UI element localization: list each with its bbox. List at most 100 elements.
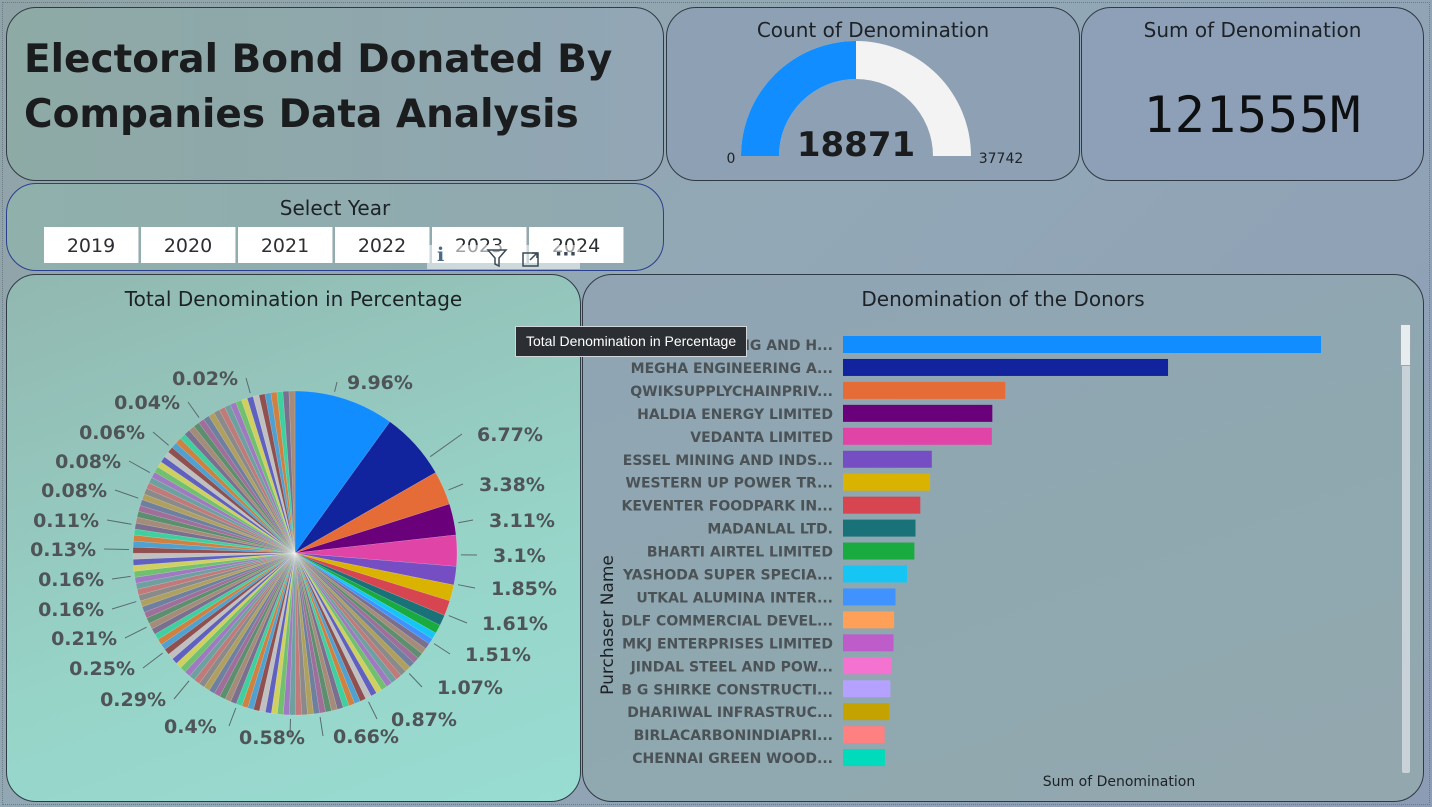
pie-slice-minor-86[interactable]: [136, 510, 296, 554]
pie-slice-minor-21[interactable]: [294, 552, 392, 687]
pie-slice-4[interactable]: [294, 534, 458, 567]
pie-slice-minor-50[interactable]: [219, 552, 296, 700]
bar-1[interactable]: [843, 358, 1169, 376]
pie-slice-minor-63[interactable]: [160, 552, 296, 650]
pie-slice-minor-13[interactable]: [294, 552, 427, 654]
pie-slice-minor-103[interactable]: [188, 426, 296, 554]
pie-slice-minor-109[interactable]: [218, 406, 296, 554]
pie-slice-minor-39[interactable]: [283, 552, 296, 716]
pie-slice-minor-88[interactable]: [139, 499, 296, 554]
info-icon[interactable]: i: [437, 244, 445, 266]
pie-slice-10[interactable]: [294, 552, 437, 640]
bar-chart-scroll-thumb[interactable]: [1400, 324, 1411, 366]
pie-slice-minor-58[interactable]: [180, 552, 296, 673]
more-options-icon[interactable]: ···: [555, 243, 577, 265]
pie-slice-minor-17[interactable]: [294, 552, 411, 672]
bar-15[interactable]: [843, 680, 891, 698]
pie-slice-minor-117[interactable]: [264, 392, 296, 554]
pie-slice-minor-40[interactable]: [276, 552, 296, 715]
pie-slice-minor-69[interactable]: [143, 552, 296, 619]
pie-slice-minor-78[interactable]: [132, 552, 296, 566]
pie-slice-minor-62[interactable]: [164, 552, 296, 655]
bar-16[interactable]: [843, 703, 890, 721]
bar-14[interactable]: [843, 657, 892, 675]
bar-5[interactable]: [843, 450, 932, 468]
bar-8[interactable]: [843, 519, 916, 537]
pie-slice-minor-85[interactable]: [135, 516, 296, 554]
pie-slice-minor-71[interactable]: [139, 552, 296, 608]
pie-slice-minor-93[interactable]: [151, 471, 296, 554]
pie-slice-minor-41[interactable]: [270, 552, 296, 715]
pie-slice-minor-118[interactable]: [270, 391, 296, 554]
pie-slice-minor-55[interactable]: [193, 552, 296, 684]
pie-slice-minor-25[interactable]: [294, 552, 372, 700]
pie-slice-minor-107[interactable]: [208, 412, 296, 554]
pie-slice-minor-99[interactable]: [171, 442, 296, 554]
pie-slice-minor-53[interactable]: [203, 552, 296, 691]
count-gauge-card[interactable]: Count of Denomination 18871 0 37742: [666, 7, 1080, 181]
pie-slice-minor-30[interactable]: [294, 552, 344, 710]
pie-slice-minor-33[interactable]: [294, 552, 326, 714]
pie-slice-minor-108[interactable]: [213, 409, 296, 554]
pie-slice-minor-67[interactable]: [148, 552, 296, 630]
pie-slice-minor-75[interactable]: [134, 552, 296, 584]
pie-slice-minor-28[interactable]: [294, 552, 355, 707]
pie-slice-minor-87[interactable]: [138, 505, 296, 554]
pie-slice-minor-27[interactable]: [294, 552, 361, 704]
bar-0[interactable]: [843, 336, 1321, 353]
bar-4[interactable]: [843, 427, 992, 445]
pie-slice-minor-56[interactable]: [189, 552, 296, 681]
pie-slice-minor-106[interactable]: [203, 415, 296, 554]
pie-slice-11[interactable]: [294, 552, 433, 645]
pie-slice-8[interactable]: [294, 552, 445, 626]
pie-slice-minor-83[interactable]: [133, 528, 296, 554]
pie-slice-minor-80[interactable]: [132, 546, 296, 554]
pie-slice-minor-105[interactable]: [198, 418, 296, 554]
pie-slice-minor-31[interactable]: [294, 552, 338, 712]
pie-slice-minor-64[interactable]: [157, 552, 296, 645]
pie-slice-minor-46[interactable]: [241, 552, 296, 709]
pie-slice-minor-92[interactable]: [148, 477, 296, 554]
pie-slice-minor-119[interactable]: [276, 391, 296, 554]
filter-icon[interactable]: [486, 248, 508, 268]
pie-slice-minor-52[interactable]: [208, 552, 296, 694]
pie-slice-minor-114[interactable]: [246, 396, 296, 554]
bar-9[interactable]: [843, 542, 915, 560]
pie-slice-minor-95[interactable]: [157, 461, 296, 554]
pie-slice-minor-82[interactable]: [133, 534, 296, 554]
pie-slice-minor-57[interactable]: [184, 552, 296, 677]
pie-slice-minor-66[interactable]: [151, 552, 296, 635]
bar-7[interactable]: [843, 496, 921, 514]
bar-chart-card[interactable]: Denomination of the Donors Purchaser Nam…: [582, 274, 1424, 802]
pie-slice-minor-76[interactable]: [133, 552, 296, 578]
pie-slice-9[interactable]: [294, 552, 441, 634]
pie-slice-minor-48[interactable]: [230, 552, 296, 705]
pie-slice-minor-47[interactable]: [235, 552, 296, 707]
pie-slice-minor-43[interactable]: [259, 552, 296, 713]
pie-slice-minor-101[interactable]: [180, 433, 296, 554]
pie-slice-6[interactable]: [294, 552, 455, 602]
pie-slice-minor-37[interactable]: [294, 552, 302, 716]
pie-slice-minor-16[interactable]: [294, 552, 415, 668]
focus-mode-icon[interactable]: [521, 250, 541, 268]
pie-slice-minor-121[interactable]: [288, 390, 296, 554]
pie-slice-minor-54[interactable]: [198, 552, 296, 688]
pie-slice-minor-72[interactable]: [138, 552, 296, 602]
bar-chart-scrollbar[interactable]: [1402, 325, 1410, 773]
pie-slice-minor-116[interactable]: [258, 393, 296, 554]
pie-slice-minor-29[interactable]: [294, 552, 350, 708]
pie-slice-minor-60[interactable]: [172, 552, 296, 664]
pie-slice-minor-20[interactable]: [294, 552, 397, 684]
pie-slice-1[interactable]: [294, 421, 436, 554]
pie-slice-minor-32[interactable]: [294, 552, 332, 713]
pie-slice-minor-59[interactable]: [176, 552, 296, 669]
pie-slice-minor-49[interactable]: [224, 552, 296, 702]
pie-slice-2[interactable]: [294, 472, 450, 554]
pie-slice-7[interactable]: [294, 552, 451, 616]
pie-slice-minor-45[interactable]: [247, 552, 296, 710]
pie-slice-minor-94[interactable]: [154, 466, 296, 554]
pie-slice-minor-61[interactable]: [168, 552, 296, 660]
year-button-2020[interactable]: 2020: [141, 227, 236, 263]
pie-slice-minor-36[interactable]: [294, 552, 308, 716]
pie-slice-minor-44[interactable]: [253, 552, 296, 712]
